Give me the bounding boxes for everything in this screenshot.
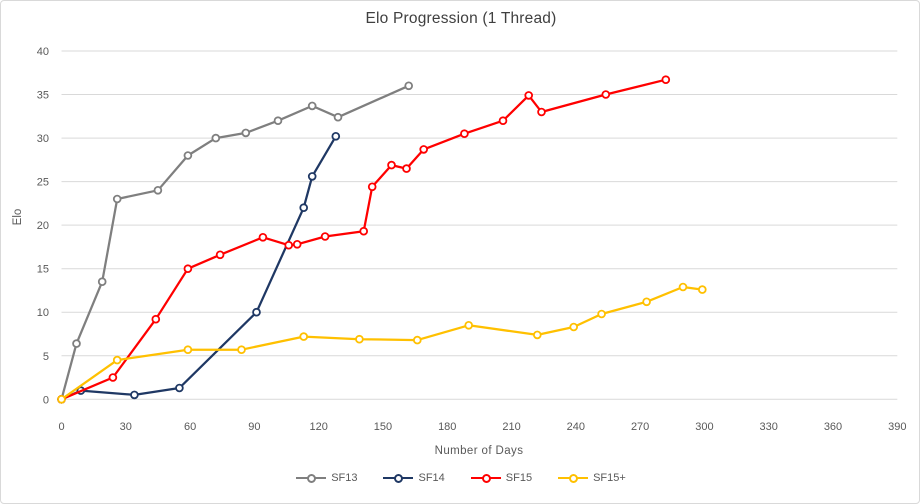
y-tick-label: 40	[37, 46, 49, 58]
series-marker-SF15+[interactable]	[642, 297, 651, 307]
series-marker-SF15[interactable]	[661, 75, 671, 84]
series-marker-SF15[interactable]	[359, 226, 369, 236]
y-axis-title: Elo	[12, 208, 24, 226]
x-tick-label: 210	[502, 421, 520, 433]
legend-item-SF14[interactable]: SF14	[383, 472, 445, 484]
y-tick-label: 10	[37, 307, 49, 319]
y-tick-label: 15	[37, 264, 49, 276]
y-tick-label: 20	[37, 220, 49, 232]
series-marker-SF15[interactable]	[215, 250, 225, 260]
series-marker-SF15+[interactable]	[299, 332, 309, 341]
x-tick-label: 150	[374, 421, 392, 433]
x-tick-label: 60	[184, 421, 196, 433]
series-marker-SF15+[interactable]	[355, 334, 364, 344]
series-line-SF15[interactable]	[60, 78, 667, 401]
x-tick-label: 300	[695, 421, 713, 433]
series-marker-SF15+[interactable]	[237, 345, 246, 355]
legend-line-marker-icon	[558, 473, 589, 483]
series-marker-SF15[interactable]	[498, 116, 508, 125]
x-tick-label: 90	[248, 421, 260, 433]
series-marker-SF15[interactable]	[601, 90, 611, 99]
series-line-SF15+[interactable]	[60, 285, 704, 401]
series-marker-SF15+[interactable]	[464, 320, 474, 330]
x-tick-label: 330	[760, 421, 778, 433]
series-marker-SF15[interactable]	[460, 129, 469, 139]
x-tick-label: 120	[309, 421, 327, 433]
legend-item-SF13[interactable]: SF13	[296, 472, 357, 484]
y-tick-label: 0	[43, 394, 49, 406]
series-marker-SF15+[interactable]	[697, 285, 707, 294]
series-marker-SF14[interactable]	[252, 307, 261, 317]
y-tick-label: 25	[37, 177, 49, 189]
series-marker-SF15[interactable]	[320, 232, 330, 241]
series-marker-SF15[interactable]	[419, 145, 429, 154]
series-marker-SF15[interactable]	[367, 182, 377, 192]
series-marker-SF15+[interactable]	[57, 394, 66, 404]
x-tick-label: 390	[888, 421, 906, 433]
chart-legend: SF13 SF14 SF15 SF15+	[1, 472, 919, 484]
x-axis-title: Number of Days	[434, 445, 524, 457]
series-marker-SF13[interactable]	[404, 81, 414, 91]
series-marker-SF13[interactable]	[97, 277, 107, 287]
x-tick-label: 270	[631, 421, 649, 433]
series-marker-SF14[interactable]	[130, 390, 139, 400]
series-marker-SF14[interactable]	[175, 383, 184, 393]
series-line-SF14[interactable]	[60, 135, 337, 401]
series-marker-SF15[interactable]	[537, 107, 546, 117]
legend-label: SF15	[505, 472, 533, 484]
x-tick-label: 180	[438, 421, 456, 433]
legend-item-SF15[interactable]: SF15	[470, 472, 533, 484]
series-marker-SF13[interactable]	[72, 339, 81, 348]
legend-line-marker-icon	[383, 473, 414, 483]
series-marker-SF15[interactable]	[402, 164, 411, 173]
series-marker-SF13[interactable]	[183, 151, 193, 160]
series-marker-SF15[interactable]	[183, 264, 193, 274]
series-marker-SF15+[interactable]	[412, 335, 422, 345]
series-marker-SF15+[interactable]	[183, 345, 193, 355]
series-marker-SF13[interactable]	[112, 194, 122, 204]
series-marker-SF15+[interactable]	[597, 309, 606, 319]
series-marker-SF14[interactable]	[299, 203, 309, 213]
series-marker-SF15[interactable]	[108, 373, 118, 382]
legend-item-SF15+[interactable]: SF15+	[558, 472, 626, 484]
series-marker-SF15[interactable]	[292, 240, 302, 249]
legend-label: SF14	[418, 472, 445, 484]
series-marker-SF15+[interactable]	[532, 330, 542, 340]
legend-label: SF15+	[593, 472, 626, 484]
series-marker-SF15[interactable]	[258, 233, 268, 242]
legend-label: SF13	[331, 472, 358, 484]
x-tick-label: 240	[567, 421, 585, 433]
y-tick-label: 30	[37, 133, 49, 145]
series-marker-SF13[interactable]	[211, 133, 221, 143]
y-tick-label: 5	[43, 351, 49, 363]
x-tick-label: 0	[58, 421, 64, 433]
series-marker-SF15[interactable]	[151, 314, 161, 324]
chart-title: Elo Progression (1 Thread)	[365, 10, 557, 27]
series-marker-SF13[interactable]	[273, 116, 283, 125]
series-marker-SF14[interactable]	[307, 172, 317, 181]
series-marker-SF14[interactable]	[331, 132, 341, 141]
series-marker-SF15[interactable]	[284, 240, 294, 250]
series-line-SF13[interactable]	[60, 84, 410, 401]
series-marker-SF15[interactable]	[524, 91, 533, 100]
series-marker-SF15+[interactable]	[112, 355, 122, 365]
series-marker-SF13[interactable]	[307, 101, 317, 111]
series-marker-SF13[interactable]	[333, 112, 343, 122]
series-marker-SF15+[interactable]	[569, 322, 578, 332]
x-tick-label: 360	[824, 421, 842, 433]
y-tick-label: 35	[37, 90, 49, 102]
legend-line-marker-icon	[296, 473, 327, 483]
series-marker-SF13[interactable]	[153, 186, 163, 195]
series-marker-SF13[interactable]	[241, 128, 251, 138]
series-marker-SF15+[interactable]	[678, 282, 688, 292]
legend-line-marker-icon	[470, 473, 501, 483]
series-marker-SF15[interactable]	[387, 160, 396, 170]
x-tick-label: 30	[120, 421, 132, 433]
